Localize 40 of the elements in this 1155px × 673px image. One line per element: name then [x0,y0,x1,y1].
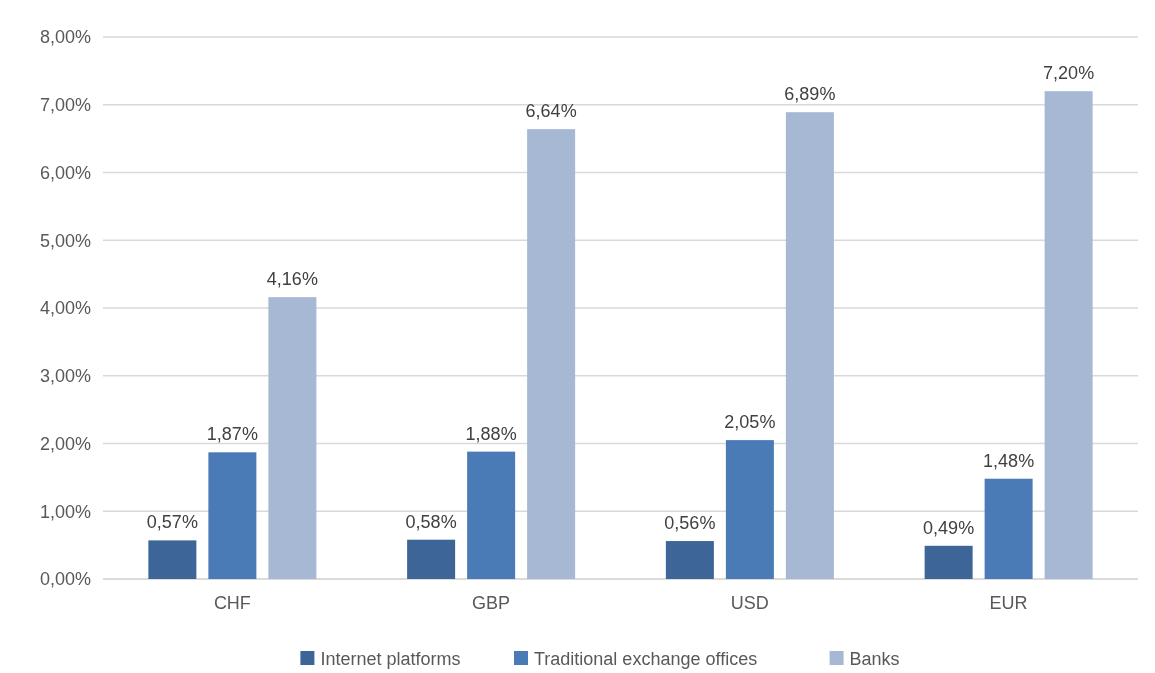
data-label: 0,49% [923,517,975,538]
y-tick-label: 7,00% [39,95,91,116]
bar [527,129,576,579]
bar [467,451,516,579]
y-tick-label: 5,00% [39,230,91,251]
y-tick-label: 4,00% [39,298,91,319]
data-label: 0,58% [405,511,457,532]
data-label: 6,64% [525,101,577,122]
x-tick-label: EUR [989,593,1028,613]
y-tick-label: 8,00% [39,27,91,48]
x-tick-label: CHF [213,593,251,613]
data-label: 0,57% [146,512,198,533]
data-label: 1,48% [983,450,1035,471]
y-tick-label: 3,00% [39,366,91,387]
bar [208,452,257,579]
bar [268,297,317,579]
bar [725,440,774,579]
bar [924,545,973,579]
y-tick-label: 6,00% [39,162,91,183]
bar [1044,91,1093,579]
data-label: 4,16% [266,269,318,290]
legend-label: Traditional exchange offices [534,649,758,669]
bar [407,539,456,579]
legend-label: Banks [849,649,900,669]
data-label: 6,89% [784,84,836,105]
bar [984,478,1033,579]
data-label: 1,87% [206,424,258,445]
data-label: 0,56% [664,513,716,534]
bar [148,540,197,579]
y-tick-label: 1,00% [39,501,91,522]
bar [665,541,714,579]
y-tick-label: 2,00% [39,433,91,454]
data-label: 7,20% [1043,63,1095,84]
data-label: 1,88% [465,423,517,444]
legend-label: Internet platforms [320,649,461,669]
x-tick-label: GBP [472,593,511,613]
data-label: 2,05% [724,412,776,433]
bar [785,112,834,579]
x-tick-label: USD [730,593,769,613]
y-tick-label: 0,00% [39,569,91,590]
